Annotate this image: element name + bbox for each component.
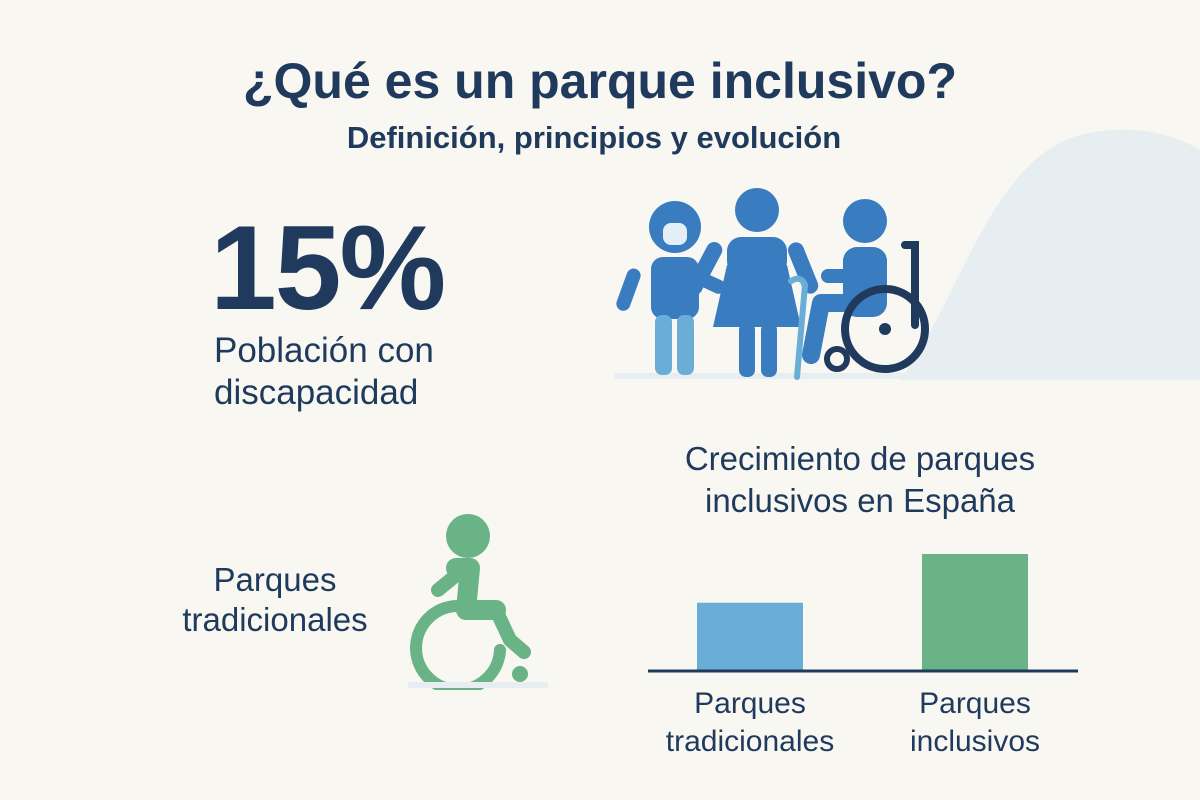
stat-label: Población con discapacidad xyxy=(214,331,434,412)
page-title: ¿Qué es un parque inclusivo? xyxy=(242,53,957,109)
people-illustration xyxy=(615,188,929,380)
bar-inclusive xyxy=(922,554,1028,670)
category-label-inclusive: Parques inclusivos xyxy=(909,687,1041,758)
bar-chart xyxy=(648,554,1078,673)
stat-value: 15% xyxy=(210,201,446,335)
page-subtitle: Definición, principios y evolución xyxy=(346,120,842,155)
wheelchair-user-icon xyxy=(802,199,929,373)
child-icon xyxy=(616,201,726,375)
chart-title: Crecimiento de parques inclusivos en Esp… xyxy=(684,440,1036,519)
bar-traditional xyxy=(697,602,803,670)
green-wheelchair-icon xyxy=(408,514,548,690)
traditional-parks-label: Parques tradicionales xyxy=(182,561,368,638)
category-label-traditional: Parques tradicionales xyxy=(665,687,835,758)
elderly-person-with-cane-icon xyxy=(686,188,819,380)
